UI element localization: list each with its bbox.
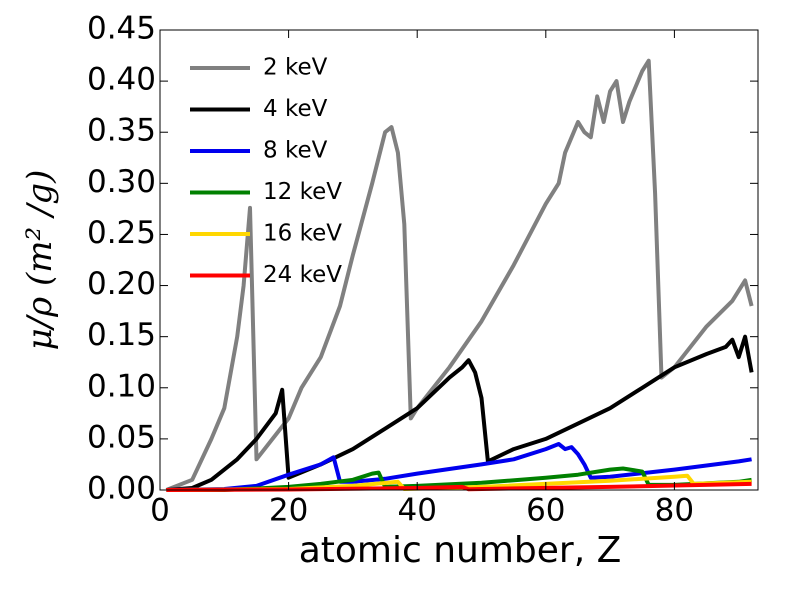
legend-label: 2 keV <box>263 55 328 81</box>
legend-label: 24 keV <box>263 262 342 288</box>
series-line <box>165 58 754 492</box>
x-tick-label: 20 <box>269 493 308 529</box>
x-tick-label: 60 <box>526 493 565 529</box>
series-line <box>166 442 752 492</box>
y-tick-label: 0.05 <box>87 419 156 455</box>
y-axis-label: μ/ρ (m² /g) <box>20 170 60 351</box>
y-tick-label: 0.20 <box>87 266 156 302</box>
series-line <box>166 334 754 492</box>
y-tick-label: 0.25 <box>87 215 156 251</box>
legend-label: 16 keV <box>263 221 342 247</box>
x-tick-label: 0 <box>150 493 170 529</box>
x-tick-label: 80 <box>655 493 694 529</box>
y-tick-label: 0.10 <box>87 368 156 404</box>
legend-label: 4 keV <box>263 96 328 122</box>
legend-label: 12 keV <box>263 179 342 205</box>
y-tick-label: 0.35 <box>87 113 156 149</box>
legend-label: 8 keV <box>263 138 328 164</box>
y-tick-label: 0.30 <box>87 164 156 200</box>
x-tick-label: 40 <box>397 493 436 529</box>
y-tick-label: 0.45 <box>87 11 156 47</box>
y-tick-label: 0.15 <box>87 317 156 353</box>
y-tick-label: 0.40 <box>87 62 156 98</box>
plot-frame <box>159 29 759 491</box>
x-axis-label: atomic number, Z <box>299 530 622 571</box>
series-line <box>166 473 752 492</box>
y-tick-label: 0.00 <box>87 471 156 507</box>
